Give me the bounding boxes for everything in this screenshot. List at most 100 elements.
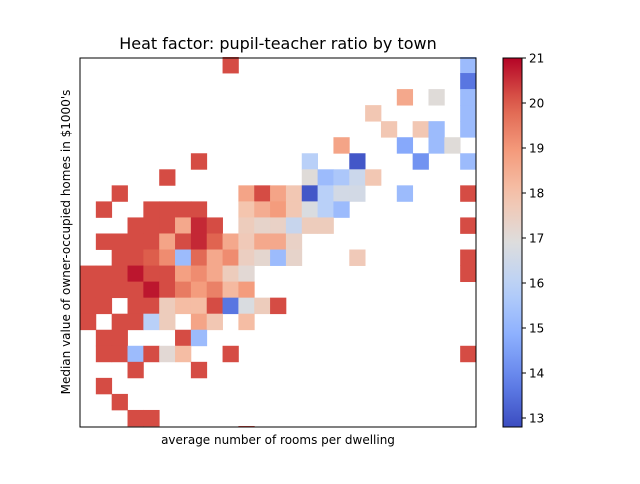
heatmap-cell — [111, 345, 128, 363]
heatmap-cell — [127, 249, 144, 266]
heatmap-cell — [222, 249, 239, 266]
heatmap-cell — [159, 265, 176, 283]
colorbar-tick-label: 20 — [529, 97, 544, 111]
heatmap-cell — [460, 73, 477, 90]
heatmap-cell — [460, 249, 477, 266]
heatmap-cell — [238, 185, 255, 202]
heatmap-cell — [254, 249, 271, 266]
heatmap-cell — [190, 329, 208, 347]
heatmap-cell — [238, 281, 255, 299]
x-axis-label: average number of rooms per dwelling — [161, 433, 395, 447]
heatmap-cell — [190, 313, 208, 331]
heatmap-cell — [333, 169, 350, 186]
heatmap-cell — [175, 249, 192, 266]
heatmap-cell — [428, 89, 445, 106]
heatmap-cell — [270, 185, 287, 202]
heatmap-cell — [95, 377, 113, 395]
heatmap-cell — [238, 297, 255, 315]
heatmap-cell — [111, 265, 128, 283]
heatmap-cell — [175, 281, 192, 299]
heatmap-cell — [159, 169, 176, 186]
heatmap-cell — [143, 201, 160, 218]
heatmap-cell — [159, 345, 176, 363]
plot-frame — [79, 57, 477, 428]
heatmap-cell — [127, 345, 144, 363]
heatmap-cell — [238, 217, 255, 234]
heatmap-cell — [190, 361, 208, 379]
heatmap-cell — [206, 281, 223, 299]
heatmap-cell — [412, 153, 429, 170]
heatmap-cell — [206, 249, 223, 266]
heatmap-cell — [190, 297, 208, 315]
heatmap-cell — [159, 297, 176, 315]
heatmap-cell — [285, 217, 303, 234]
heatmap-cell — [111, 329, 128, 347]
heatmap-cell — [460, 153, 477, 170]
heatmap-cell — [254, 201, 271, 218]
heatmap-cell — [349, 153, 366, 170]
heatmap-cell — [254, 233, 271, 250]
heatmap-cell — [301, 217, 318, 234]
heatmap-cell — [222, 281, 239, 299]
heatmap-cell — [111, 249, 128, 266]
heatmap-cell — [175, 201, 192, 218]
heatmap-cell — [285, 185, 303, 202]
heatmap-cell — [222, 57, 239, 74]
heatmap-cell — [301, 169, 318, 186]
heatmap-cell — [349, 185, 366, 202]
heatmap-cell — [111, 393, 128, 411]
heatmap-cell — [301, 201, 318, 218]
heatmap-cell — [111, 185, 128, 202]
heatmap-cell — [285, 201, 303, 218]
heatmap-cell — [143, 265, 160, 283]
heatmap-cell — [349, 249, 366, 266]
heatmap-cell — [175, 265, 192, 283]
heatmap-cell — [95, 281, 113, 299]
heatmap-cell — [333, 201, 350, 218]
heatmap-cell — [127, 313, 144, 331]
heatmap-cell — [111, 233, 128, 250]
heatmap-cell — [365, 105, 382, 122]
colorbar-tick-label: 16 — [529, 277, 544, 291]
heatmap-cell — [270, 233, 287, 250]
heatmap-cell — [460, 185, 477, 202]
heatmap-cell — [159, 249, 176, 266]
heatmap-cell — [95, 345, 113, 363]
heatmap-cell — [270, 201, 287, 218]
colorbar-tick-label: 19 — [529, 142, 544, 156]
heatmap-cell — [175, 217, 192, 234]
heatmap-cell — [111, 281, 128, 299]
heatmap-cell — [317, 169, 334, 186]
heatmap-cell — [317, 201, 334, 218]
heatmap-cell — [396, 137, 414, 154]
heatmap-cell — [159, 313, 176, 331]
heatmap-cell — [80, 265, 97, 283]
heatmap-cell — [428, 121, 445, 138]
heatmap-cell — [396, 185, 414, 202]
heatmap-cells — [80, 57, 477, 427]
heatmap-cell — [460, 105, 477, 122]
heatmap-cell — [95, 233, 113, 250]
heatmap-cell — [143, 313, 160, 331]
heatmap-cell — [349, 169, 366, 186]
heatmap-cell — [190, 249, 208, 266]
heatmap-cell — [460, 121, 477, 138]
heatmap-cell — [159, 281, 176, 299]
heatmap-cell — [301, 185, 318, 202]
heatmap-cell — [206, 217, 223, 234]
heatmap-cell — [333, 137, 350, 154]
heatmap-cell — [460, 217, 477, 234]
heatmap-cell — [270, 217, 287, 234]
heatmap-cell — [143, 409, 160, 427]
heatmap-cell — [238, 313, 255, 331]
heatmap-cell — [143, 345, 160, 363]
heatmap-cell — [206, 313, 223, 331]
heatmap-cell — [460, 57, 477, 74]
colorbar: 13 14 15 16 17 18 19 20 21 — [502, 52, 544, 428]
heatmap-cell — [127, 233, 144, 250]
heatmap-cell — [460, 345, 477, 363]
heatmap-cell — [285, 233, 303, 250]
heatmap-cell — [317, 217, 334, 234]
